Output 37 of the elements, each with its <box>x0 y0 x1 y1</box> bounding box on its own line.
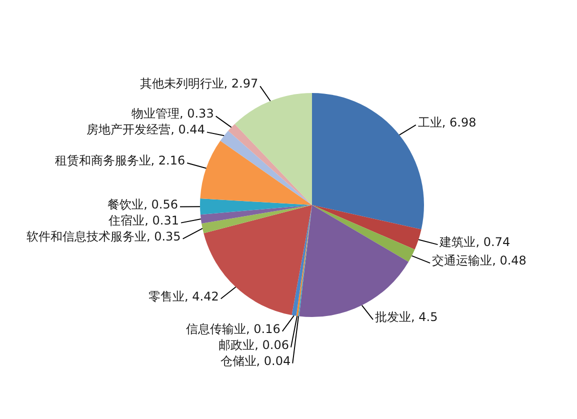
data-label: , 0.33 <box>179 106 214 121</box>
data-label: , 0.48 <box>492 254 526 268</box>
slice-label: 租赁和商务服务业 <box>54 153 151 168</box>
slice-label: 建筑业 <box>438 235 476 250</box>
data-label: , 0.56 <box>144 197 178 212</box>
data-label: , 0.31 <box>144 213 180 228</box>
slice-label: 房地产开发经营 <box>86 122 171 137</box>
slice-label: 零售业 <box>148 289 185 304</box>
slice-label: 邮政业 <box>218 338 255 352</box>
pie-slice <box>200 198 312 215</box>
data-label: , 0.35 <box>146 229 181 244</box>
slice-label: 物业管理 <box>131 106 180 121</box>
slice-label: 软件和信息技术服务业 <box>26 229 146 244</box>
data-label: , 4.5 <box>411 310 438 324</box>
slice-label: 餐饮业 <box>108 197 144 212</box>
data-label: , 6.98 <box>442 115 476 130</box>
data-label: , 4.42 <box>184 289 219 304</box>
data-label: , 0.16 <box>246 322 280 336</box>
data-label: , 0.06 <box>254 338 289 352</box>
slice-label: 批发业 <box>375 310 412 324</box>
data-label: , 0.74 <box>476 235 510 250</box>
pie-slice <box>234 93 312 205</box>
pie-slice <box>202 205 312 234</box>
pie-slice <box>228 124 312 205</box>
slice-label: 信息传输业 <box>186 322 246 336</box>
slice-label: 住宿业 <box>108 213 145 228</box>
slice-label: 工业 <box>418 115 442 130</box>
slice-label: 交通运输业 <box>432 254 492 268</box>
data-label: , 0.04 <box>256 354 291 368</box>
pie-slice <box>200 140 312 205</box>
data-label: , 2.16 <box>150 153 186 168</box>
data-label: , 2.97 <box>224 76 258 91</box>
data-label: , 0.44 <box>170 122 205 137</box>
pie-slice <box>220 130 312 205</box>
pie-slice <box>312 205 415 262</box>
slice-label: 其他未列明行业 <box>140 76 224 91</box>
slice-label: 仓储业 <box>220 354 256 368</box>
